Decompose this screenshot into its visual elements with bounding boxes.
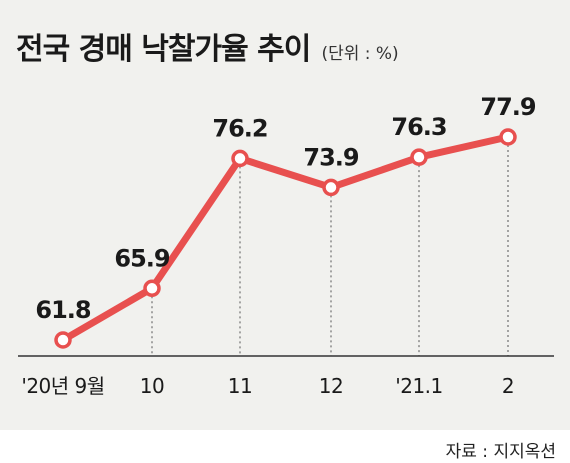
data-point-4: [410, 148, 428, 166]
data-label-1: 65.9: [114, 244, 170, 272]
data-label-3: 73.9: [303, 143, 359, 171]
drop-lines: [151, 145, 509, 356]
data-labels: 61.8 65.9 76.2 73.9 76.3 77.9: [35, 93, 537, 324]
x-tick-label-5: 2: [502, 374, 514, 398]
source-note: 자료 : 지지옥션: [445, 442, 556, 462]
x-tick-label-1: 10: [140, 374, 164, 398]
data-label-2: 76.2: [212, 114, 267, 142]
data-point-3: [322, 178, 340, 197]
chart-title: 전국 경매 낙찰가율 추이: [16, 32, 311, 67]
data-label-4: 76.3: [391, 113, 446, 141]
series-line: [59, 133, 512, 344]
data-label-0: 61.8: [35, 296, 91, 324]
data-label-5: 77.9: [480, 93, 536, 121]
data-point-5: [499, 128, 517, 146]
x-tick-label-2: 11: [228, 374, 252, 398]
title-row: 전국 경매 낙찰가율 추이 (단위 : %): [16, 24, 399, 68]
data-points: [54, 128, 517, 349]
x-tick-label-4: '21.1: [395, 374, 443, 398]
data-point-2: [231, 149, 249, 168]
unit-label: (단위 : %): [321, 44, 399, 64]
x-tick-label-0: '20년 9월: [21, 374, 104, 398]
data-point-1: [143, 279, 161, 298]
data-point-0: [54, 331, 72, 349]
x-tick-labels: '20년 9월 10 11 12 '21.1 2: [21, 374, 514, 398]
chart-card: 전국 경매 낙찰가율 추이 (단위 : %) 61.8 65.9 76.2 73.9 7…: [0, 0, 570, 430]
line-chart: 61.865.976.273.976.377.9 '20년 9월 10 11 12'2…: [18, 93, 554, 398]
x-tick-label-3: 12: [319, 374, 343, 398]
